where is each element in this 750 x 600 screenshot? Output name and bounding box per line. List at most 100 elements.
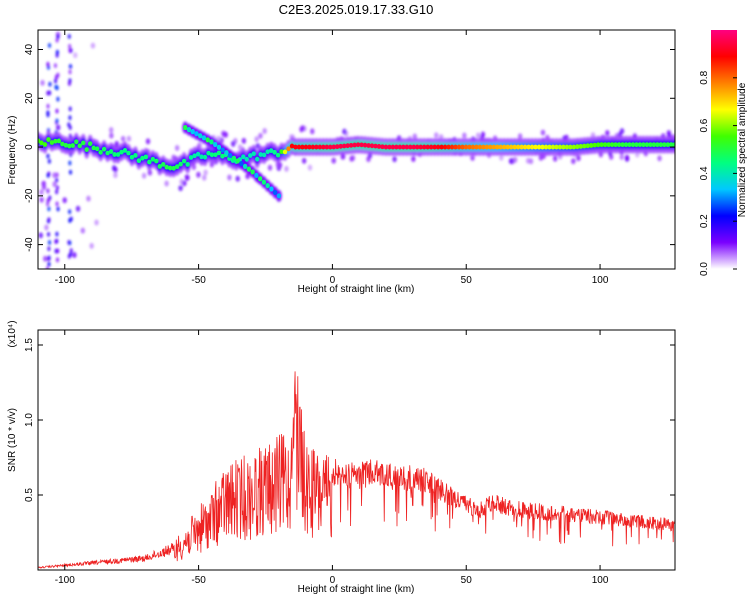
- heatmap-streak-cell: [45, 266, 49, 269]
- heatmap-ridge-core: [561, 144, 566, 150]
- heatmap-y-label: Frequency (Hz): [7, 116, 18, 185]
- heatmap-panel: -100 -50 0 50 100 -40 -20 0 20 40 Height of stra…: [7, 29, 676, 295]
- heatmap-ridge-core: [112, 152, 117, 157]
- heatmap-ridge-core: [526, 144, 531, 150]
- heatmap-ridge-core: [74, 139, 79, 145]
- heatmap-speckle: [331, 157, 336, 164]
- snr-y-tick-label: 1.5: [24, 338, 35, 352]
- heatmap-ridge-core: [387, 144, 392, 150]
- heatmap-ridge-core: [627, 142, 632, 148]
- heatmap-ridge-core: [216, 150, 222, 156]
- heatmap-ridge-core: [84, 147, 89, 152]
- heatmap-speckle: [52, 172, 57, 179]
- heatmap-speckle: [75, 205, 81, 212]
- heatmap-ridge-core: [355, 142, 361, 148]
- heatmap-ridge-core: [557, 144, 563, 150]
- heatmap-ridge-core: [293, 144, 298, 150]
- heatmap-speckle: [619, 154, 624, 161]
- heatmap-streak-cell: [54, 84, 58, 90]
- heatmap-ridge-core: [206, 150, 211, 156]
- heatmap-speckle: [254, 136, 259, 143]
- heatmap-ridge-core: [53, 138, 58, 144]
- heatmap-ridge-core: [658, 142, 664, 148]
- heatmap-ridge-core: [634, 142, 639, 148]
- heatmap-ridge-core: [662, 142, 667, 148]
- heatmap-ridge-core: [460, 144, 465, 150]
- heatmap-streak-cell: [55, 118, 59, 124]
- snr-panel: -100 -50 0 50 100 0.5 1.0 1.5 Height of straig…: [7, 320, 676, 595]
- heatmap-ridge-core: [533, 144, 538, 150]
- heatmap-ridge-core: [335, 144, 340, 150]
- heatmap-ridge-core: [599, 142, 604, 148]
- heatmap-ridge-core: [181, 158, 187, 164]
- heatmap-y-tick-label: 40: [24, 44, 35, 56]
- heatmap-ridge-core: [324, 144, 329, 150]
- heatmap-ridge-core: [265, 149, 270, 155]
- heatmap-ridge-core: [585, 143, 590, 149]
- heatmap-ridge-core: [373, 143, 378, 149]
- heatmap-speckle: [147, 169, 153, 176]
- heatmap-streak-cell: [55, 189, 59, 195]
- heatmap-ridge-core: [428, 144, 434, 150]
- heatmap-speckle: [475, 132, 481, 139]
- heatmap-branch-core: [201, 135, 207, 141]
- heatmap-ridge-core: [446, 144, 451, 150]
- heatmap-ridge-core: [672, 142, 675, 148]
- heatmap-ridge-core: [286, 146, 291, 152]
- heatmap-ridge-core: [491, 144, 497, 150]
- heatmap-streak-cell: [67, 33, 71, 39]
- heatmap-ridge-core: [411, 144, 416, 150]
- heatmap-ridge-core: [435, 144, 441, 150]
- heatmap-y-tick-label: -40: [24, 237, 35, 252]
- heatmap-speckle: [108, 126, 114, 133]
- heatmap-branch-core: [220, 147, 225, 153]
- heatmap-ridge-core: [168, 165, 173, 171]
- heatmap-ridge-core: [314, 144, 319, 150]
- heatmap-ridge-core: [665, 142, 670, 148]
- heatmap-speckle: [90, 42, 96, 49]
- heatmap-streak-cell: [56, 206, 60, 212]
- heatmap-ridge-core: [258, 152, 263, 157]
- heatmap-ridge-core: [467, 144, 472, 150]
- heatmap-speckle: [89, 242, 94, 249]
- heatmap-ridge-core: [442, 144, 448, 150]
- heatmap-ridge-core: [70, 143, 75, 148]
- heatmap-speckle: [434, 132, 439, 139]
- heatmap-speckle: [111, 165, 117, 172]
- heatmap-ridge-core: [248, 153, 253, 158]
- heatmap-ridge-core: [394, 144, 399, 150]
- heatmap-ridge-core: [251, 151, 256, 157]
- heatmap-streak-cell: [46, 231, 51, 237]
- heatmap-branch-core: [269, 186, 274, 192]
- heatmap-speckle: [80, 227, 86, 234]
- heatmap-speckle: [657, 155, 662, 162]
- heatmap-speckle: [114, 140, 119, 147]
- heatmap-streak-cell: [55, 185, 60, 191]
- heatmap-speckle: [517, 133, 523, 140]
- heatmap-ridge-core: [199, 154, 204, 160]
- heatmap-ridge-core: [425, 144, 430, 150]
- heatmap-speckle: [231, 140, 236, 147]
- heatmap-streak-cell: [68, 160, 72, 166]
- heatmap-streak-cell: [46, 153, 50, 159]
- heatmap-streak-cell: [68, 169, 73, 175]
- heatmap-streak-cell: [48, 81, 52, 87]
- heatmap-branch-core: [227, 152, 233, 159]
- colorbar: 0.0 0.2 0.4 0.6 0.8 Normalized spectral ampl…: [699, 30, 748, 276]
- heatmap-ridge-core: [595, 142, 601, 148]
- heatmap-ridge-core: [147, 159, 152, 165]
- heatmap-speckle: [86, 195, 91, 202]
- heatmap-ridge-core: [519, 144, 524, 150]
- heatmap-ridge-core: [140, 155, 145, 161]
- heatmap-branch-core: [265, 182, 270, 189]
- heatmap-ridge-core: [547, 144, 552, 150]
- heatmap-ridge-core: [49, 140, 55, 145]
- colorbar-gradient: [711, 30, 737, 269]
- heatmap-ridge-core: [331, 144, 336, 150]
- heatmap-streak-cell: [55, 49, 59, 55]
- heatmap-streak-cell: [46, 188, 50, 194]
- snr-y-ticks: 0.5 1.0 1.5: [24, 338, 675, 502]
- heatmap-ridge-core: [509, 144, 514, 150]
- snr-frame: [37, 329, 676, 571]
- heatmap-speckle: [164, 180, 169, 187]
